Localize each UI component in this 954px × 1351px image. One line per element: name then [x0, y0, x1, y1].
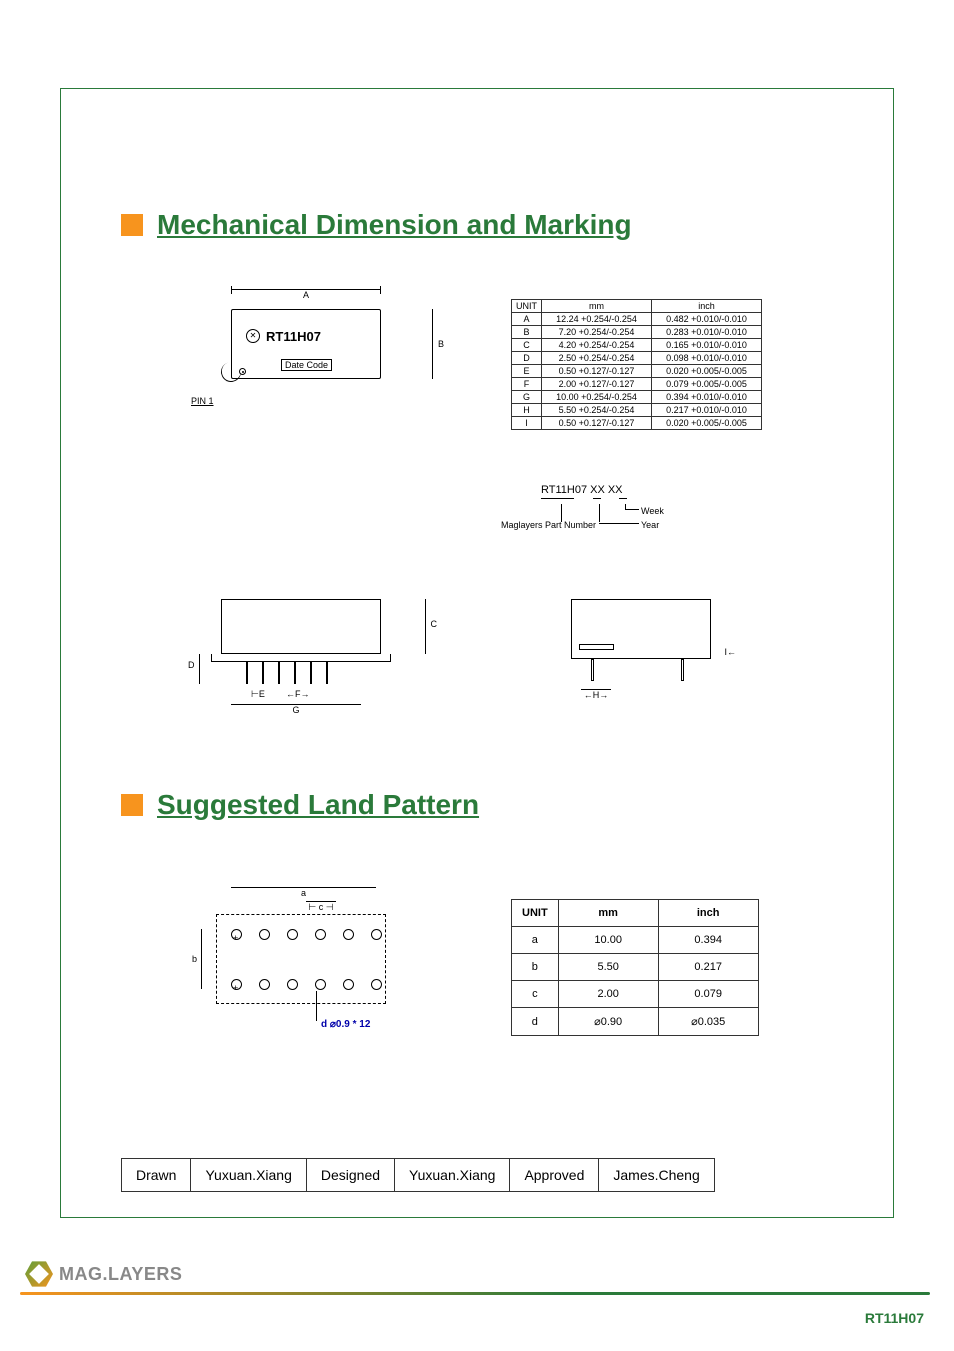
table-header-row: UNIT mm inch	[512, 900, 759, 927]
dim-a-label: A	[231, 289, 381, 300]
bullet-icon	[121, 794, 143, 816]
dim-c-label: C	[431, 619, 438, 629]
drawing-front-view: C D ⊢E ←F→ G	[171, 589, 421, 719]
dim-g-label: G	[231, 704, 361, 715]
drawn-value: Yuxuan.Xiang	[191, 1159, 306, 1192]
logo-icon: ✕	[246, 329, 260, 343]
marking-breakdown: RT11H07 XX XX Maglayers Part Number Week…	[541, 484, 623, 538]
footer-logo: MAG.LAYERS	[25, 1260, 182, 1288]
table-row: B7.20 +0.254/-0.2540.283 +0.010/-0.010	[512, 326, 762, 339]
table-row: D2.50 +0.254/-0.2540.098 +0.010/-0.010	[512, 352, 762, 365]
designed-label: Designed	[306, 1159, 394, 1192]
approved-label: Approved	[510, 1159, 599, 1192]
signoff-table: Drawn Yuxuan.Xiang Designed Yuxuan.Xiang…	[121, 1158, 715, 1192]
table-row: H5.50 +0.254/-0.2540.217 +0.010/-0.010	[512, 404, 762, 417]
heading-landpattern: Suggested Land Pattern	[157, 789, 479, 821]
footer-part-number: RT11H07	[865, 1310, 924, 1326]
marking-year-label: Year	[641, 520, 659, 530]
lp-dim-d: d ⌀0.9 * 12	[321, 1019, 370, 1030]
dim-d-label: D	[188, 660, 195, 670]
dim-e-label: ⊢E	[251, 689, 265, 700]
lp-dim-b: b	[192, 954, 197, 964]
brand-name: MAG.LAYERS	[59, 1264, 182, 1285]
date-code-box: Date Code	[281, 359, 332, 371]
footer-divider	[20, 1292, 930, 1295]
table-row: I0.50 +0.127/-0.1270.020 +0.005/-0.005	[512, 417, 762, 430]
col-inch: inch	[652, 300, 762, 313]
dim-b-line: B	[432, 309, 433, 379]
table-header-row: UNIT mm inch	[512, 300, 762, 313]
marking-code-line: RT11H07 XX XX	[541, 484, 623, 496]
section-landpattern-title: Suggested Land Pattern	[121, 789, 479, 821]
drawing-side-view: ←H→ I←	[541, 589, 741, 719]
table-row: C4.20 +0.254/-0.2540.165 +0.010/-0.010	[512, 339, 762, 352]
table-row: F2.00 +0.127/-0.1270.079 +0.005/-0.005	[512, 378, 762, 391]
designed-value: Yuxuan.Xiang	[395, 1159, 510, 1192]
pin1-dot-icon	[239, 368, 246, 375]
pin1-label: PIN 1	[191, 396, 214, 406]
bullet-icon	[121, 214, 143, 236]
col-mm: mm	[542, 300, 652, 313]
table-row: d⌀0.90⌀0.035	[512, 1008, 759, 1036]
dim-b-label: B	[438, 339, 444, 349]
table-row: c2.000.079	[512, 981, 759, 1008]
table-row: a10.000.394	[512, 927, 759, 954]
col-unit: UNIT	[512, 300, 542, 313]
heading-mechanical: Mechanical Dimension and Marking	[157, 209, 632, 241]
marking-part-label: Maglayers Part Number	[501, 520, 596, 530]
table-row: b5.500.217	[512, 954, 759, 981]
drawn-label: Drawn	[122, 1159, 191, 1192]
section-mechanical-title: Mechanical Dimension and Marking	[121, 209, 632, 241]
hex-logo-icon	[25, 1260, 53, 1288]
dim-i-label: I←	[724, 647, 736, 657]
dim-f-label: ←F→	[286, 689, 310, 699]
marking-week-label: Week	[641, 506, 664, 516]
table-row: A12.24 +0.254/-0.2540.482 +0.010/-0.010	[512, 313, 762, 326]
drawing-land-pattern: a ⊢ c ⊣ b d ⌀0.9 * 12	[171, 879, 421, 1059]
drawing-top-view: A ✕ RT11H07 Date Code B PIN 1	[171, 284, 421, 414]
dim-h-label: H	[593, 690, 600, 700]
table-row: G10.00 +0.254/-0.2540.394 +0.010/-0.010	[512, 391, 762, 404]
lp-dim-a: a	[231, 887, 376, 898]
land-pattern-table: UNIT mm inch a10.000.394 b5.500.217 c2.0…	[511, 899, 759, 1036]
page-frame: Mechanical Dimension and Marking A ✕ RT1…	[60, 88, 894, 1218]
part-number-marking: RT11H07	[266, 329, 321, 344]
dimension-table: UNIT mm inch A12.24 +0.254/-0.2540.482 +…	[511, 299, 762, 430]
approved-value: James.Cheng	[599, 1159, 714, 1192]
table-row: E0.50 +0.127/-0.1270.020 +0.005/-0.005	[512, 365, 762, 378]
lp-dim-c: ⊢ c ⊣	[306, 901, 336, 913]
